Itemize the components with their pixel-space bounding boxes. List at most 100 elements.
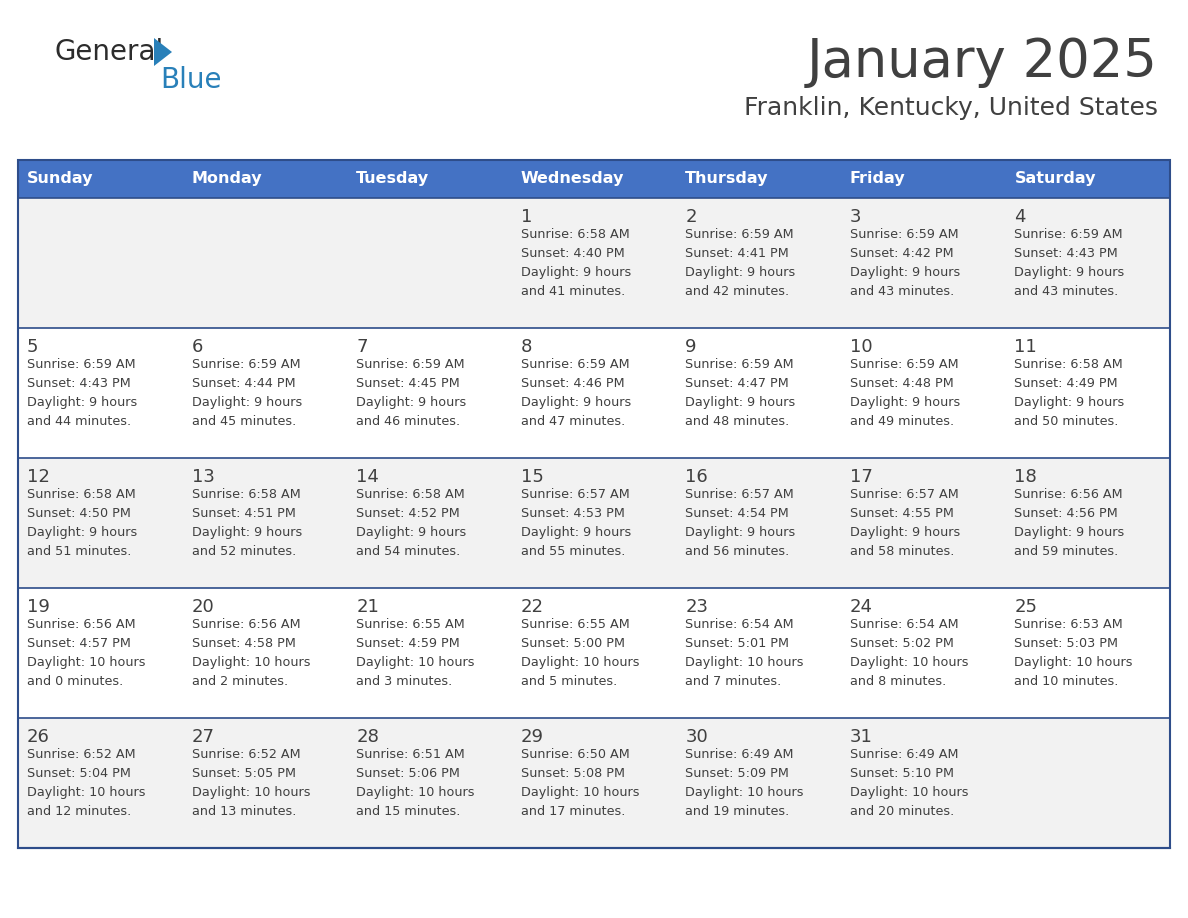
Text: 4: 4	[1015, 208, 1026, 226]
Bar	[512, 328, 676, 458]
Text: Sunday: Sunday	[27, 172, 94, 186]
Text: 30: 30	[685, 728, 708, 746]
Text: Sunrise: 6:59 AM
Sunset: 4:43 PM
Daylight: 9 hours
and 43 minutes.: Sunrise: 6:59 AM Sunset: 4:43 PM Dayligh…	[1015, 228, 1125, 298]
Text: Sunrise: 6:59 AM
Sunset: 4:48 PM
Daylight: 9 hours
and 49 minutes.: Sunrise: 6:59 AM Sunset: 4:48 PM Dayligh…	[849, 358, 960, 428]
Text: Friday: Friday	[849, 172, 905, 186]
Text: 29: 29	[520, 728, 544, 746]
Bar	[841, 160, 1005, 198]
Bar	[1005, 588, 1170, 718]
Bar	[1005, 458, 1170, 588]
Text: Sunrise: 6:55 AM
Sunset: 4:59 PM
Daylight: 10 hours
and 3 minutes.: Sunrise: 6:55 AM Sunset: 4:59 PM Dayligh…	[356, 618, 475, 688]
Bar	[1005, 328, 1170, 458]
Text: Sunrise: 6:49 AM
Sunset: 5:10 PM
Daylight: 10 hours
and 20 minutes.: Sunrise: 6:49 AM Sunset: 5:10 PM Dayligh…	[849, 748, 968, 818]
Bar	[512, 718, 676, 848]
Bar	[18, 160, 183, 198]
Bar	[183, 458, 347, 588]
Text: Franklin, Kentucky, United States: Franklin, Kentucky, United States	[744, 96, 1158, 120]
Text: Sunrise: 6:59 AM
Sunset: 4:44 PM
Daylight: 9 hours
and 45 minutes.: Sunrise: 6:59 AM Sunset: 4:44 PM Dayligh…	[191, 358, 302, 428]
Text: 23: 23	[685, 598, 708, 616]
Text: 2: 2	[685, 208, 697, 226]
Bar	[676, 458, 841, 588]
Bar	[183, 160, 347, 198]
Text: General: General	[55, 38, 164, 66]
Text: Sunrise: 6:55 AM
Sunset: 5:00 PM
Daylight: 10 hours
and 5 minutes.: Sunrise: 6:55 AM Sunset: 5:00 PM Dayligh…	[520, 618, 639, 688]
Text: 22: 22	[520, 598, 544, 616]
Bar	[347, 160, 512, 198]
Text: 5: 5	[27, 338, 38, 356]
Text: 10: 10	[849, 338, 872, 356]
Bar	[347, 198, 512, 328]
Bar	[347, 328, 512, 458]
Bar	[512, 198, 676, 328]
Text: Sunrise: 6:56 AM
Sunset: 4:56 PM
Daylight: 9 hours
and 59 minutes.: Sunrise: 6:56 AM Sunset: 4:56 PM Dayligh…	[1015, 488, 1125, 558]
Text: Sunrise: 6:56 AM
Sunset: 4:58 PM
Daylight: 10 hours
and 2 minutes.: Sunrise: 6:56 AM Sunset: 4:58 PM Dayligh…	[191, 618, 310, 688]
Text: Sunrise: 6:59 AM
Sunset: 4:42 PM
Daylight: 9 hours
and 43 minutes.: Sunrise: 6:59 AM Sunset: 4:42 PM Dayligh…	[849, 228, 960, 298]
Text: Sunrise: 6:50 AM
Sunset: 5:08 PM
Daylight: 10 hours
and 17 minutes.: Sunrise: 6:50 AM Sunset: 5:08 PM Dayligh…	[520, 748, 639, 818]
Bar	[676, 160, 841, 198]
Bar	[18, 588, 183, 718]
Text: 13: 13	[191, 468, 215, 486]
Text: 12: 12	[27, 468, 50, 486]
Text: Sunrise: 6:57 AM
Sunset: 4:54 PM
Daylight: 9 hours
and 56 minutes.: Sunrise: 6:57 AM Sunset: 4:54 PM Dayligh…	[685, 488, 796, 558]
Text: Sunrise: 6:58 AM
Sunset: 4:50 PM
Daylight: 9 hours
and 51 minutes.: Sunrise: 6:58 AM Sunset: 4:50 PM Dayligh…	[27, 488, 138, 558]
Text: 19: 19	[27, 598, 50, 616]
Text: 8: 8	[520, 338, 532, 356]
Bar	[512, 458, 676, 588]
Text: Sunrise: 6:59 AM
Sunset: 4:47 PM
Daylight: 9 hours
and 48 minutes.: Sunrise: 6:59 AM Sunset: 4:47 PM Dayligh…	[685, 358, 796, 428]
Text: 11: 11	[1015, 338, 1037, 356]
Text: 20: 20	[191, 598, 214, 616]
Text: 15: 15	[520, 468, 544, 486]
Text: 7: 7	[356, 338, 367, 356]
Text: Sunrise: 6:52 AM
Sunset: 5:05 PM
Daylight: 10 hours
and 13 minutes.: Sunrise: 6:52 AM Sunset: 5:05 PM Dayligh…	[191, 748, 310, 818]
Text: Sunrise: 6:58 AM
Sunset: 4:40 PM
Daylight: 9 hours
and 41 minutes.: Sunrise: 6:58 AM Sunset: 4:40 PM Dayligh…	[520, 228, 631, 298]
Bar	[347, 588, 512, 718]
Bar	[18, 458, 183, 588]
Bar	[183, 328, 347, 458]
Text: 24: 24	[849, 598, 873, 616]
Bar	[347, 458, 512, 588]
Text: Sunrise: 6:54 AM
Sunset: 5:01 PM
Daylight: 10 hours
and 7 minutes.: Sunrise: 6:54 AM Sunset: 5:01 PM Dayligh…	[685, 618, 804, 688]
Bar	[347, 718, 512, 848]
Text: 27: 27	[191, 728, 215, 746]
Text: 14: 14	[356, 468, 379, 486]
Text: 3: 3	[849, 208, 861, 226]
Bar	[183, 718, 347, 848]
Bar	[841, 328, 1005, 458]
Text: 6: 6	[191, 338, 203, 356]
Bar	[841, 458, 1005, 588]
Text: Sunrise: 6:57 AM
Sunset: 4:53 PM
Daylight: 9 hours
and 55 minutes.: Sunrise: 6:57 AM Sunset: 4:53 PM Dayligh…	[520, 488, 631, 558]
Text: Monday: Monday	[191, 172, 263, 186]
Text: Sunrise: 6:59 AM
Sunset: 4:45 PM
Daylight: 9 hours
and 46 minutes.: Sunrise: 6:59 AM Sunset: 4:45 PM Dayligh…	[356, 358, 467, 428]
Bar	[841, 588, 1005, 718]
Text: Sunrise: 6:57 AM
Sunset: 4:55 PM
Daylight: 9 hours
and 58 minutes.: Sunrise: 6:57 AM Sunset: 4:55 PM Dayligh…	[849, 488, 960, 558]
Text: 28: 28	[356, 728, 379, 746]
Text: Sunrise: 6:58 AM
Sunset: 4:49 PM
Daylight: 9 hours
and 50 minutes.: Sunrise: 6:58 AM Sunset: 4:49 PM Dayligh…	[1015, 358, 1125, 428]
Text: 9: 9	[685, 338, 697, 356]
Text: Blue: Blue	[160, 66, 221, 94]
Text: Sunrise: 6:56 AM
Sunset: 4:57 PM
Daylight: 10 hours
and 0 minutes.: Sunrise: 6:56 AM Sunset: 4:57 PM Dayligh…	[27, 618, 145, 688]
Text: Sunrise: 6:58 AM
Sunset: 4:52 PM
Daylight: 9 hours
and 54 minutes.: Sunrise: 6:58 AM Sunset: 4:52 PM Dayligh…	[356, 488, 467, 558]
Text: 17: 17	[849, 468, 873, 486]
Text: Sunrise: 6:49 AM
Sunset: 5:09 PM
Daylight: 10 hours
and 19 minutes.: Sunrise: 6:49 AM Sunset: 5:09 PM Dayligh…	[685, 748, 804, 818]
Bar	[18, 718, 183, 848]
Bar	[676, 588, 841, 718]
Text: 31: 31	[849, 728, 873, 746]
Bar	[183, 198, 347, 328]
Text: Sunrise: 6:54 AM
Sunset: 5:02 PM
Daylight: 10 hours
and 8 minutes.: Sunrise: 6:54 AM Sunset: 5:02 PM Dayligh…	[849, 618, 968, 688]
Text: Sunrise: 6:51 AM
Sunset: 5:06 PM
Daylight: 10 hours
and 15 minutes.: Sunrise: 6:51 AM Sunset: 5:06 PM Dayligh…	[356, 748, 475, 818]
Text: Sunrise: 6:58 AM
Sunset: 4:51 PM
Daylight: 9 hours
and 52 minutes.: Sunrise: 6:58 AM Sunset: 4:51 PM Dayligh…	[191, 488, 302, 558]
Bar	[183, 588, 347, 718]
Text: Sunrise: 6:59 AM
Sunset: 4:41 PM
Daylight: 9 hours
and 42 minutes.: Sunrise: 6:59 AM Sunset: 4:41 PM Dayligh…	[685, 228, 796, 298]
Bar	[841, 718, 1005, 848]
Text: January 2025: January 2025	[807, 36, 1158, 88]
Text: Tuesday: Tuesday	[356, 172, 429, 186]
Bar	[1005, 198, 1170, 328]
Text: Sunrise: 6:59 AM
Sunset: 4:43 PM
Daylight: 9 hours
and 44 minutes.: Sunrise: 6:59 AM Sunset: 4:43 PM Dayligh…	[27, 358, 138, 428]
Text: Saturday: Saturday	[1015, 172, 1095, 186]
Text: Thursday: Thursday	[685, 172, 769, 186]
Bar	[512, 160, 676, 198]
Bar	[18, 198, 183, 328]
Text: 16: 16	[685, 468, 708, 486]
Bar	[676, 718, 841, 848]
Text: 21: 21	[356, 598, 379, 616]
